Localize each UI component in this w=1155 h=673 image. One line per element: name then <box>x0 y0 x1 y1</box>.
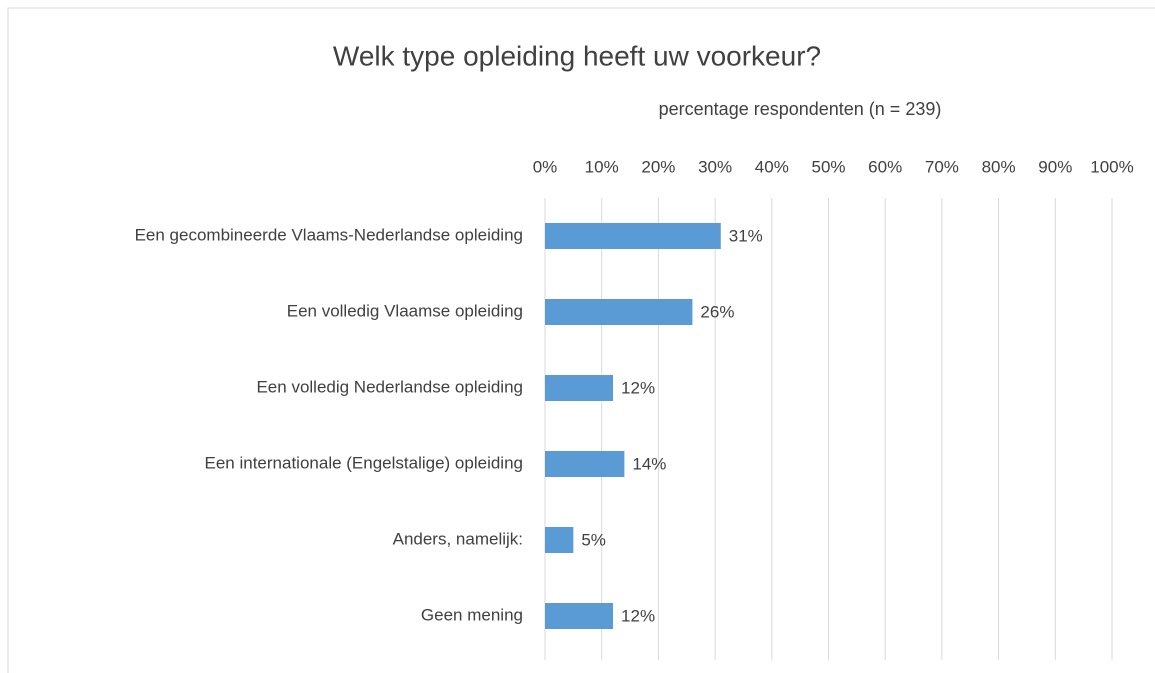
x-tick-label: 70% <box>925 157 959 176</box>
x-tick-label: 0% <box>533 157 558 176</box>
bar <box>545 223 721 249</box>
bar <box>545 299 693 325</box>
y-tick-label: Anders, namelijk: <box>393 529 523 548</box>
y-tick-label: Een volledig Vlaamse opleiding <box>287 301 523 320</box>
x-tick-label: 20% <box>641 157 675 176</box>
x-tick-label: 10% <box>585 157 619 176</box>
x-tick-label: 90% <box>1038 157 1072 176</box>
bar <box>545 451 625 477</box>
data-label: 12% <box>621 378 655 397</box>
x-tick-label: 40% <box>755 157 789 176</box>
data-label: 26% <box>700 302 734 321</box>
data-label: 5% <box>581 530 606 549</box>
chart-title: Welk type opleiding heeft uw voorkeur? <box>333 40 821 71</box>
y-tick-label: Een internationale (Engelstalige) opleid… <box>205 453 524 472</box>
x-tick-label: 80% <box>982 157 1016 176</box>
x-tick-label: 100% <box>1090 157 1133 176</box>
x-tick-label: 30% <box>698 157 732 176</box>
axis-title: percentage respondenten (n = 239) <box>659 99 942 119</box>
data-label: 31% <box>729 226 763 245</box>
y-tick-label: Geen mening <box>421 605 523 624</box>
chart-frame <box>7 7 1155 673</box>
y-tick-label: Een gecombineerde Vlaams-Nederlandse opl… <box>135 225 523 244</box>
x-tick-label: 50% <box>811 157 845 176</box>
x-tick-label: 60% <box>868 157 902 176</box>
bar <box>545 603 614 629</box>
data-label: 14% <box>632 454 666 473</box>
y-tick-label: Een volledig Nederlandse opleiding <box>256 377 523 396</box>
data-label: 12% <box>621 606 655 625</box>
bar <box>545 527 574 553</box>
bar <box>545 375 614 401</box>
